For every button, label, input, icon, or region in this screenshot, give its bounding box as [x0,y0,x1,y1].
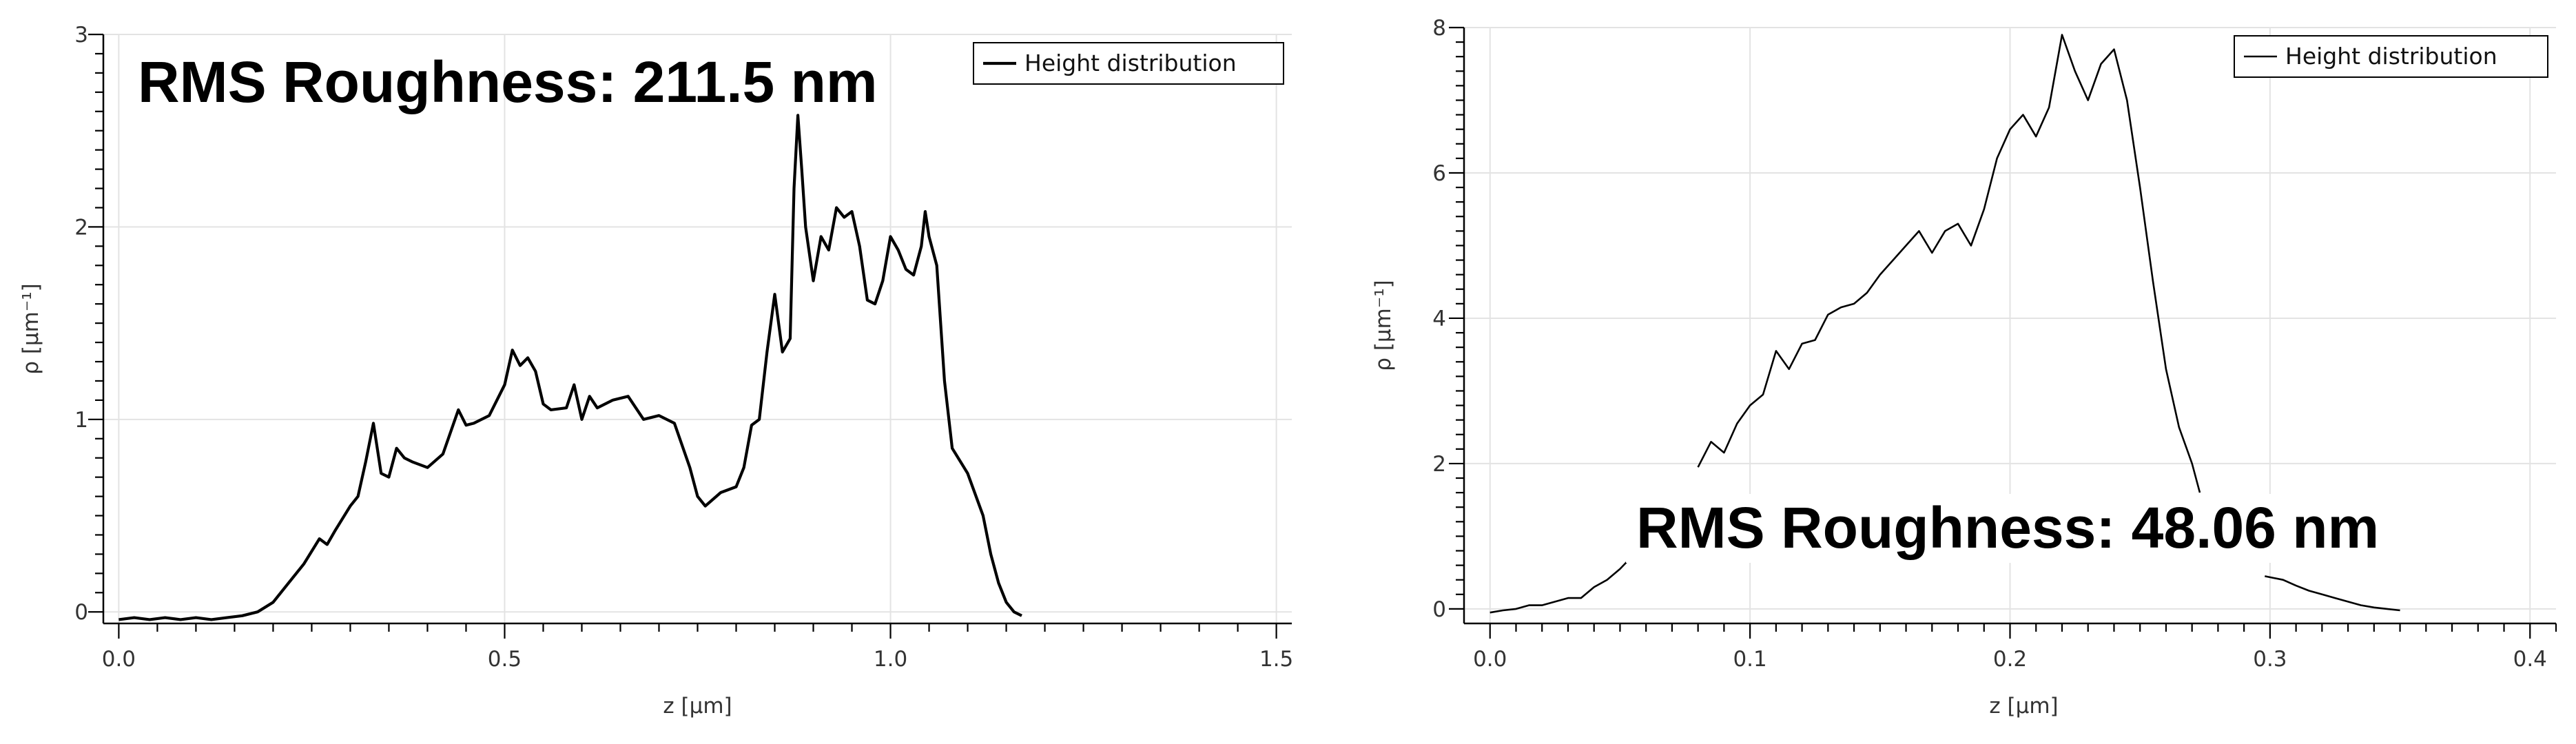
series-line-height-distribution [2265,575,2400,612]
legend: Height distribution [2234,35,2548,78]
series-line-height-distribution [119,114,1022,621]
x-tick-label: 0.5 [488,647,522,672]
x-tick-label: 0.4 [2513,647,2547,672]
x-axis-label: z [µm] [663,694,732,719]
legend: Height distribution [973,42,1284,85]
series-line-height-distribution [1490,557,1631,614]
annotation-background [1626,494,2415,563]
y-tick-label: 6 [1432,161,1446,186]
legend-box [973,42,1284,85]
rms-roughness-annotation: RMS Roughness: 48.06 nm [1636,495,2379,560]
legend-label: Height distribution [1024,50,1237,76]
x-tick-label: 0.0 [102,647,136,672]
y-tick-label: 3 [74,23,88,48]
y-tick-label: 8 [1432,16,1446,41]
x-tick-label: 0.3 [2253,647,2287,672]
rms-roughness-annotation: RMS Roughness: 211.5 nm [138,50,878,114]
y-tick-label: 2 [1432,452,1446,477]
x-tick-label: 1.5 [1259,647,1293,672]
legend-label: Height distribution [2285,43,2497,70]
x-tick-label: 0.2 [1993,647,2027,672]
y-axis-label: ρ [µm⁻¹] [1371,280,1396,371]
y-tick-label: 1 [74,408,88,433]
y-tick-label: 2 [74,215,88,240]
y-tick-label: 0 [1432,597,1446,622]
legend-box [2234,35,2548,78]
y-axis-label: ρ [µm⁻¹] [19,283,43,374]
series-line-height-distribution [1697,34,2201,493]
chart-left: 0.0 0.5 1.0 1.5 0 1 2 3 z [µm] ρ [µm⁻¹] Height dis… [19,23,1293,719]
x-tick-label: 0.0 [1473,647,1507,672]
x-axis-label: z [µm] [1989,694,2058,719]
x-tick-label: 1.0 [874,647,907,672]
chart-right: 0.0 0.1 0.2 0.3 0.4 0 2 4 6 8 z [µm] ρ [µm⁻¹] Height… [1371,16,2557,719]
x-tick-label: 0.1 [1733,647,1766,672]
y-tick-label: 4 [1432,307,1446,331]
y-tick-label: 0 [74,600,88,625]
